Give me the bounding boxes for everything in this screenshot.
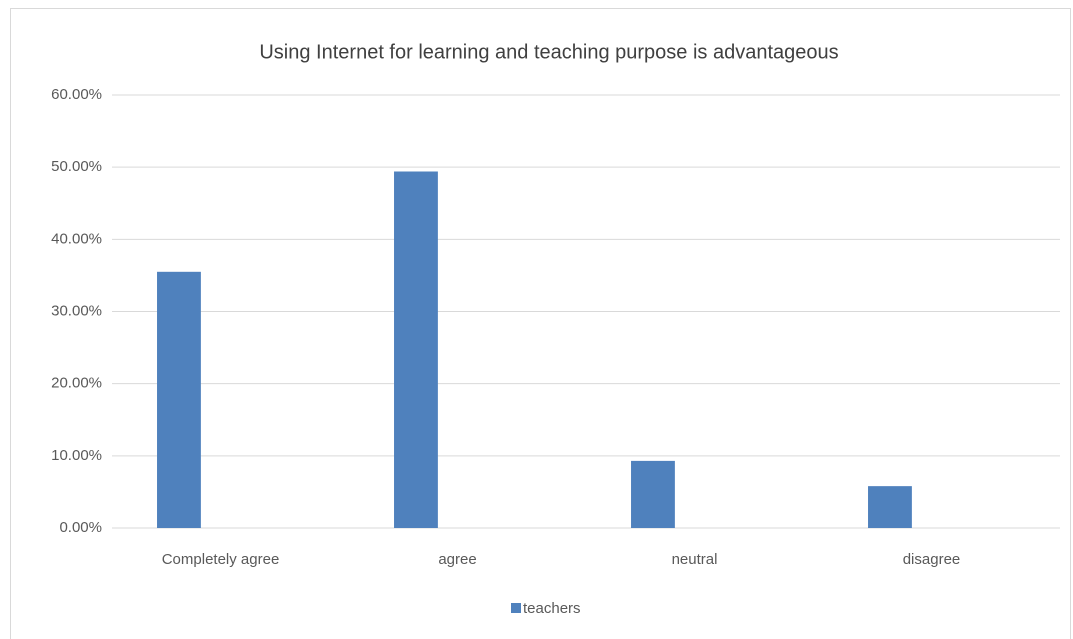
bar (157, 271, 201, 528)
x-tick-label: neutral (672, 551, 718, 568)
y-tick-label: 60.00% (51, 86, 102, 103)
y-tick-label: 50.00% (51, 158, 102, 175)
legend-swatch (511, 603, 521, 613)
y-tick-label: 0.00% (59, 519, 102, 536)
legend-label: teachers (523, 600, 581, 617)
y-tick-label: 10.00% (51, 447, 102, 464)
x-tick-label: disagree (903, 551, 961, 568)
y-tick-label: 30.00% (51, 302, 102, 319)
y-tick-label: 20.00% (51, 375, 102, 392)
bar (868, 486, 912, 528)
chart-title: Using Internet for learning and teaching… (259, 41, 838, 63)
x-tick-label: Completely agree (162, 551, 280, 568)
bar (631, 460, 675, 528)
x-tick-label: agree (438, 551, 476, 568)
bar (394, 171, 438, 528)
y-tick-label: 40.00% (51, 230, 102, 247)
